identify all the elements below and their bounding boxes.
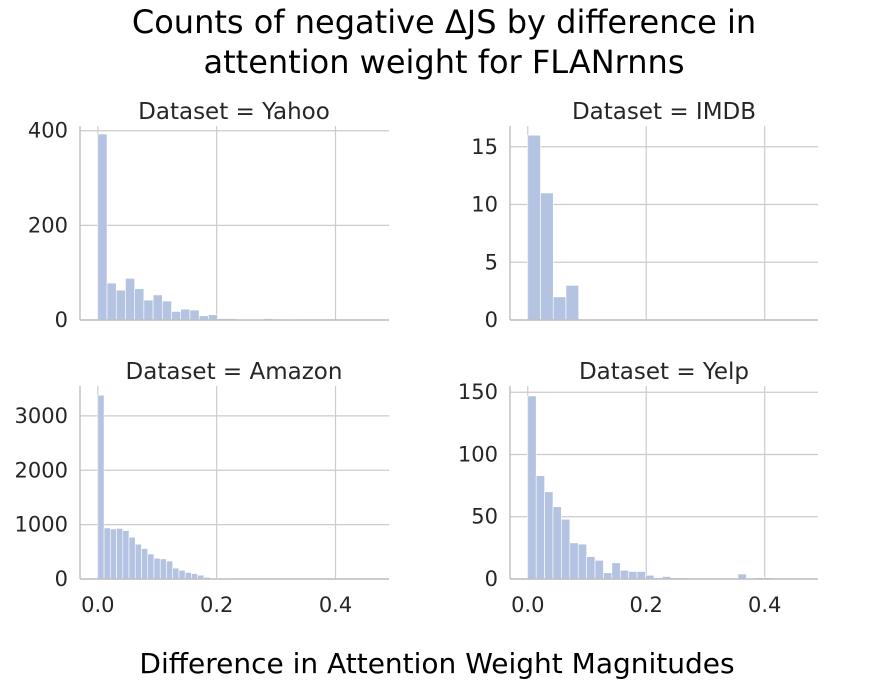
- histogram-bar-yelp-1: [535, 475, 545, 580]
- x-axis-label: Difference in Attention Weight Magnitude…: [139, 647, 734, 680]
- histogram-bar-yelp-4: [561, 518, 571, 580]
- histogram-bar-yelp-11: [619, 569, 629, 580]
- histogram-bar-yelp-0: [527, 395, 537, 580]
- y-tick-label-yelp-2: 100: [458, 442, 498, 466]
- histogram-bar-yahoo-2: [115, 289, 126, 321]
- chart-title-line2: attention weight for FLANrnns: [204, 43, 685, 81]
- histogram-bar-amazon-6: [134, 543, 142, 580]
- panel-imdb: Dataset = IMDB 0 5 10 15: [471, 99, 818, 332]
- x-tick-label-amazon-1: 0.2: [200, 593, 233, 617]
- y-tick-label-yahoo-1: 200: [28, 213, 68, 237]
- y-tick-label-yelp-0: 0: [485, 567, 498, 591]
- histogram-bar-amazon-7: [141, 548, 149, 580]
- x-tick-label-amazon-0: 0.0: [81, 593, 114, 617]
- histogram-bar-amazon-9: [153, 558, 161, 580]
- histogram-bar-amazon-5: [128, 536, 136, 580]
- histogram-bar-yelp-3: [552, 506, 562, 580]
- histogram-bar-imdb-2: [552, 296, 567, 321]
- histogram-bar-yelp-9: [603, 572, 613, 580]
- y-tick-label-imdb-1: 5: [485, 250, 498, 274]
- histogram-bar-amazon-8: [147, 553, 155, 580]
- y-tick-label-yelp-3: 150: [458, 380, 498, 404]
- histogram-bar-amazon-15: [191, 573, 198, 580]
- panel-title-imdb: Dataset = IMDB: [572, 99, 756, 125]
- y-tick-label-imdb-0: 0: [485, 308, 498, 332]
- y-tick-label-yahoo-0: 0: [55, 308, 68, 332]
- x-tick-label-yelp-2: 0.4: [748, 593, 781, 617]
- histogram-bar-yelp-8: [594, 560, 604, 580]
- histogram-bar-yelp-6: [577, 543, 587, 580]
- histogram-bar-yelp-13: [636, 571, 646, 580]
- histogram-bar-amazon-13: [178, 570, 186, 580]
- panel-title-yahoo: Dataset = Yahoo: [138, 99, 330, 125]
- histogram-bar-amazon-1: [103, 527, 111, 580]
- histogram-bar-amazon-4: [122, 530, 130, 580]
- panel-yahoo: Dataset = Yahoo 0 200 400: [28, 99, 389, 332]
- y-tick-label-amazon-0: 0: [55, 567, 68, 591]
- histogram-bar-yelp-7: [586, 556, 596, 580]
- y-tick-label-amazon-2: 2000: [15, 458, 68, 482]
- histogram-bar-amazon-12: [172, 567, 180, 580]
- histogram-bar-imdb-0: [527, 134, 541, 321]
- y-tick-label-imdb-2: 10: [471, 193, 498, 217]
- histogram-bar-yelp-25: [737, 573, 747, 580]
- histogram-bar-yahoo-5: [143, 299, 154, 321]
- histogram-bar-yelp-10: [611, 562, 621, 580]
- histogram-bar-yelp-2: [544, 491, 554, 580]
- panel-yelp: Dataset = Yelp 0 50 100 150 0.0 0.2 0.4: [458, 359, 818, 617]
- histogram-bar-yahoo-9: [180, 308, 191, 321]
- y-tick-label-amazon-1: 1000: [15, 513, 68, 537]
- histogram-bar-yahoo-0: [97, 133, 108, 321]
- histogram-bar-yahoo-4: [134, 288, 145, 321]
- panel-amazon: Dataset = Amazon 0 1000 2000 3000 0.0 0.2 0.4: [15, 359, 389, 617]
- y-tick-label-amazon-3: 3000: [15, 404, 68, 428]
- y-tick-label-yahoo-2: 400: [28, 119, 68, 143]
- histogram-bar-yahoo-10: [189, 309, 200, 321]
- y-tick-label-imdb-3: 15: [471, 135, 498, 159]
- histogram-bar-amazon-0: [97, 394, 105, 580]
- histogram-bar-amazon-3: [116, 528, 124, 580]
- histogram-bar-amazon-10: [159, 558, 167, 580]
- y-tick-label-yelp-1: 50: [471, 505, 498, 529]
- histogram-bar-yahoo-3: [125, 278, 135, 321]
- histogram-bar-yahoo-12: [208, 314, 218, 321]
- x-tick-label-yelp-0: 0.0: [511, 593, 544, 617]
- histogram-bar-amazon-11: [166, 560, 173, 580]
- histogram-bar-yelp-5: [569, 542, 579, 580]
- x-tick-label-yelp-1: 0.2: [630, 593, 663, 617]
- histogram-bar-amazon-14: [184, 572, 192, 580]
- histogram-bar-yahoo-1: [106, 282, 117, 321]
- histogram-bar-yelp-12: [628, 571, 638, 580]
- chart-title-line1: Counts of negative ΔJS by difference in: [132, 3, 756, 41]
- histogram-bar-yahoo-8: [171, 311, 182, 321]
- x-tick-label-amazon-2: 0.4: [319, 593, 352, 617]
- panel-title-yelp: Dataset = Yelp: [579, 359, 749, 385]
- histogram-bar-yahoo-6: [152, 294, 163, 321]
- histogram-bar-yahoo-7: [162, 300, 172, 321]
- histogram-bar-imdb-1: [540, 192, 554, 321]
- histogram-bar-amazon-2: [110, 528, 117, 580]
- panel-title-amazon: Dataset = Amazon: [126, 359, 343, 385]
- histogram-bar-imdb-3: [565, 285, 580, 321]
